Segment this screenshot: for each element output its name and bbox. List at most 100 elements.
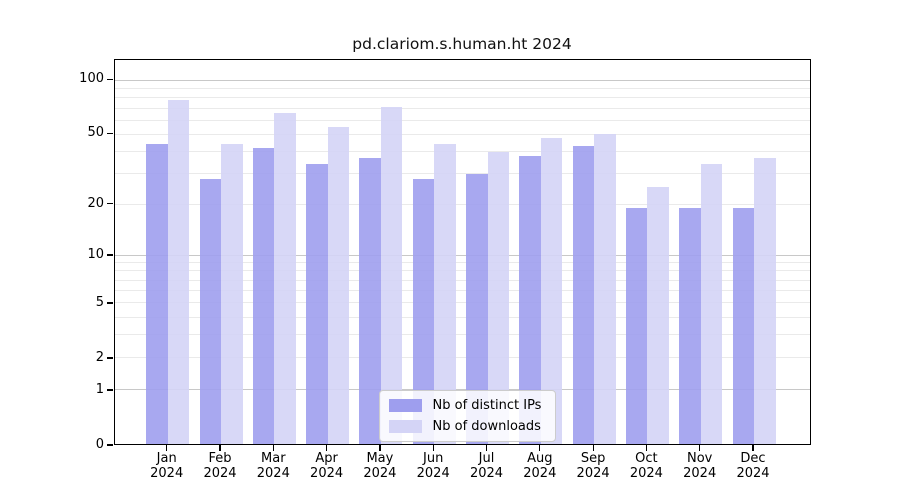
gridline-1 xyxy=(114,388,810,390)
bar-distinct-ips-aug xyxy=(519,155,541,444)
x-tick-mark-may xyxy=(379,445,381,451)
x-tick-mark-feb xyxy=(219,445,221,451)
x-tick-month: Jun xyxy=(423,451,444,466)
x-tick-year: 2024 xyxy=(150,465,184,481)
y-tick-mark-2 xyxy=(107,357,113,359)
y-tick-mark-1 xyxy=(107,389,113,391)
x-tick-month: Jul xyxy=(478,451,495,466)
gridline-5 xyxy=(114,302,810,304)
gridline-50 xyxy=(114,133,810,135)
x-tick-year: 2024 xyxy=(523,465,557,481)
x-tick-month: Apr xyxy=(315,451,338,466)
x-tick-month: Feb xyxy=(208,451,232,466)
y-tick-mark-20 xyxy=(107,203,113,205)
gridline-8 xyxy=(114,270,810,272)
gridline-90 xyxy=(114,88,810,90)
x-tick-mark-apr xyxy=(326,445,328,451)
bar-downloads-nov xyxy=(700,164,723,444)
y-tick-mark-50 xyxy=(107,132,113,134)
gridline-3 xyxy=(114,334,810,336)
y-tick-label-20: 20 xyxy=(87,195,104,211)
bar-downloads-may xyxy=(380,107,403,444)
x-tick-month: May xyxy=(366,451,394,466)
y-tick-label-0: 0 xyxy=(95,437,104,452)
gridline-7 xyxy=(114,279,810,281)
x-tick-label-jul: Jul 2024 xyxy=(455,451,519,481)
gridline-40 xyxy=(114,150,810,152)
x-tick-year: 2024 xyxy=(203,465,237,481)
gridline-100 xyxy=(114,79,810,81)
y-tick-mark-5 xyxy=(107,302,113,304)
plot-area: Nb of distinct IPs Nb of downloads xyxy=(113,58,811,445)
bar-distinct-ips-apr xyxy=(306,164,328,444)
bar-distinct-ips-mar xyxy=(252,147,275,444)
x-tick-year: 2024 xyxy=(629,465,663,481)
x-tick-month: Dec xyxy=(740,451,766,466)
legend-label-downloads: Nb of downloads xyxy=(432,418,541,434)
x-tick-mark-jun xyxy=(432,445,434,451)
x-tick-month: Jan xyxy=(156,451,177,466)
x-tick-mark-mar xyxy=(272,445,274,451)
legend: Nb of distinct IPs Nb of downloads xyxy=(378,389,557,442)
y-tick-label-5: 5 xyxy=(95,294,104,310)
x-tick-year: 2024 xyxy=(576,465,610,481)
x-tick-month: Aug xyxy=(527,451,553,466)
bar-downloads-aug xyxy=(540,137,563,444)
bar-downloads-oct xyxy=(647,187,669,444)
chart-title: pd.clariom.s.human.ht 2024 xyxy=(352,35,572,53)
bar-downloads-jan xyxy=(167,99,190,444)
x-tick-mark-oct xyxy=(645,445,648,451)
x-tick-label-jun: Jun 2024 xyxy=(401,451,465,481)
x-tick-label-may: May 2024 xyxy=(348,451,412,481)
y-tick-label-2: 2 xyxy=(95,349,104,365)
bar-downloads-apr xyxy=(327,127,350,444)
legend-item-downloads: Nb of downloads xyxy=(388,418,542,434)
legend-swatch-downloads xyxy=(388,419,422,433)
x-tick-month: Oct xyxy=(635,451,658,466)
gridline-2 xyxy=(114,356,810,358)
y-tick-mark-10 xyxy=(107,254,113,256)
x-tick-label-feb: Feb 2024 xyxy=(188,451,252,481)
bar-distinct-ips-oct xyxy=(625,208,648,444)
gridline-9 xyxy=(114,262,810,264)
x-tick-year: 2024 xyxy=(310,465,344,481)
y-tick-label-50: 50 xyxy=(87,125,104,141)
x-tick-year: 2024 xyxy=(416,465,450,481)
bar-distinct-ips-jul xyxy=(466,173,488,444)
legend-label-distinct-ips: Nb of distinct IPs xyxy=(432,397,542,413)
x-tick-mark-jan xyxy=(166,445,168,451)
x-tick-year: 2024 xyxy=(363,465,397,481)
x-tick-month: Mar xyxy=(261,451,286,466)
x-tick-mark-sep xyxy=(592,445,594,451)
x-tick-mark-nov xyxy=(699,445,701,451)
bar-downloads-feb xyxy=(221,144,243,444)
legend-item-distinct-ips: Nb of distinct IPs xyxy=(388,397,542,413)
x-tick-label-mar: Mar 2024 xyxy=(241,451,305,481)
x-tick-month: Nov xyxy=(687,451,713,466)
x-tick-label-apr: Apr 2024 xyxy=(295,451,359,481)
bar-downloads-dec xyxy=(754,157,776,444)
x-tick-label-dec: Dec 2024 xyxy=(721,451,785,481)
y-tick-mark-100 xyxy=(107,78,113,80)
x-tick-label-aug: Aug 2024 xyxy=(508,451,572,481)
bar-distinct-ips-dec xyxy=(732,208,754,444)
bar-distinct-ips-sep xyxy=(572,146,595,444)
x-tick-year: 2024 xyxy=(469,465,504,481)
bar-distinct-ips-nov xyxy=(679,208,701,444)
gridline-10 xyxy=(114,254,810,256)
bar-distinct-ips-feb xyxy=(199,178,221,444)
gridline-20 xyxy=(114,203,810,205)
gridline-60 xyxy=(114,119,810,121)
x-tick-label-oct: Oct 2024 xyxy=(614,451,678,481)
y-tick-label-10: 10 xyxy=(87,246,104,262)
x-tick-mark-jul xyxy=(485,445,488,451)
y-tick-label-100: 100 xyxy=(79,71,104,87)
bar-distinct-ips-jan xyxy=(146,144,168,444)
gridline-70 xyxy=(114,107,810,109)
bar-downloads-mar xyxy=(274,112,296,444)
gridline-4 xyxy=(114,316,810,318)
y-tick-label-1: 1 xyxy=(95,382,104,398)
x-tick-mark-aug xyxy=(539,445,541,451)
gridline-80 xyxy=(114,97,810,99)
